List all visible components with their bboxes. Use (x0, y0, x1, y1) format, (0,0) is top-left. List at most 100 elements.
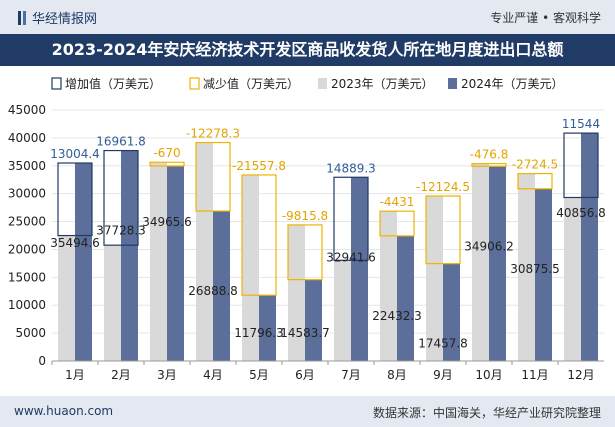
legend-swatch-2023 (318, 78, 327, 89)
decrease-bracket (241, 174, 277, 296)
value-label: 26888.8 (188, 284, 238, 298)
bar-2023 (472, 163, 489, 361)
bar-2024 (443, 263, 460, 361)
bar-2024 (167, 165, 184, 361)
bar-2023 (242, 174, 259, 361)
y-tick-label: 30000 (8, 187, 46, 201)
change-label: 16961.8 (96, 135, 146, 149)
data-labels: 13004.4 35494.6 16961.8 37728.3 -670 34965.6 -… (50, 117, 606, 351)
bar-2024 (489, 166, 506, 361)
value-label: 14583.7 (280, 326, 330, 340)
change-label: -476.8 (470, 148, 509, 162)
x-tick-label: 9月 (433, 368, 453, 382)
legend-label: 减少值（万美元） (203, 76, 299, 91)
legend-label: 增加值（万美元） (65, 76, 161, 91)
value-label: 37728.3 (96, 224, 146, 238)
x-tick-label: 2月 (111, 368, 131, 382)
increase-bracket (57, 162, 93, 237)
x-tick-label: 8月 (387, 368, 407, 382)
value-label: 22432.3 (372, 309, 422, 323)
bar-2023 (104, 245, 121, 361)
header-bar: 华经情报网 专业严谨 • 客观科学 (0, 0, 615, 34)
y-tick-label: 25000 (8, 215, 46, 229)
bar-2024 (535, 188, 552, 361)
x-tick-label: 6月 (295, 368, 315, 382)
change-label: -12124.5 (416, 180, 470, 194)
change-label: -9815.8 (282, 209, 328, 223)
x-tick-label: 3月 (157, 368, 177, 382)
change-label: -4431 (380, 195, 415, 209)
gridlines (52, 109, 604, 362)
bar-2024 (305, 279, 322, 361)
bar-2023 (380, 211, 397, 361)
y-tick-label: 20000 (8, 242, 46, 256)
bar-2024 (581, 133, 598, 361)
change-label: -12278.3 (186, 127, 240, 141)
bars (57, 132, 599, 361)
tagline: 专业严谨 • 客观科学 (490, 11, 601, 25)
value-label: 17457.8 (418, 337, 468, 351)
y-tick-label: 0 (38, 354, 46, 368)
y-tick-label: 35000 (8, 159, 46, 173)
brand-logo-icon (18, 10, 26, 25)
x-axis: 1月 2月 3月 4月 5月 6月 7月 8月 9月 10月 11月 12月 (51, 360, 604, 382)
bar-2023 (564, 197, 581, 361)
increase-bracket (563, 132, 599, 199)
x-tick-label: 12月 (567, 368, 594, 382)
y-tick-label: 40000 (8, 131, 46, 145)
bar-2023 (150, 162, 167, 361)
value-label: 32941.6 (326, 250, 376, 264)
change-label: -670 (153, 146, 180, 160)
x-tick-label: 5月 (249, 368, 269, 382)
footer-bar: www.huaon.com 数据来源：中国海关，华经产业研究院整理 (0, 396, 615, 427)
decrease-bracket (149, 161, 185, 167)
legend-label: 2023年（万美元） (331, 77, 434, 91)
decrease-bracket (425, 195, 461, 265)
brand: 华经情报网 (18, 8, 97, 27)
bar-2024 (213, 211, 230, 361)
bar-2023 (426, 195, 443, 361)
change-label: -2724.5 (512, 158, 558, 172)
bar-2024 (397, 235, 414, 361)
x-tick-label: 10月 (475, 368, 502, 382)
change-label: -21557.8 (232, 159, 286, 173)
y-tick-label: 5000 (15, 326, 46, 340)
bar-2024 (259, 295, 276, 361)
legend: 增加值（万美元） 减少值（万美元） 2023年（万美元） 2024年（万美元） (51, 76, 564, 91)
increase-bracket (333, 176, 369, 261)
legend-label: 2024年（万美元） (461, 77, 564, 91)
brand-name: 华经情报网 (32, 12, 98, 27)
bar-2023 (196, 142, 213, 361)
bar-2024 (121, 150, 138, 361)
decrease-bracket (471, 163, 507, 167)
change-label: 13004.4 (50, 147, 100, 161)
bar-2023 (518, 173, 535, 361)
increase-bracket (103, 149, 139, 246)
chart: 增加值（万美元） 减少值（万美元） 2023年（万美元） 2024年（万美元） 0 50… (8, 76, 606, 382)
legend-swatch-increase (51, 77, 62, 90)
chart-title: 2023-2024年安庆经济技术开发区商品收发货人所在地月度进出口总额 (0, 34, 615, 66)
site-url[interactable]: www.huaon.com (14, 404, 114, 418)
y-tick-label: 15000 (8, 270, 46, 284)
bar-2024 (75, 163, 92, 361)
bar-2023 (334, 260, 351, 361)
bar-2023 (288, 224, 305, 361)
x-tick-label: 11月 (521, 368, 548, 382)
decrease-bracket (287, 224, 323, 281)
change-label: 11544 (562, 117, 600, 131)
value-label: 30875.5 (510, 262, 560, 276)
decrease-bracket (379, 210, 415, 237)
data-source: 数据来源：中国海关，华经产业研究院整理 (372, 406, 601, 420)
bar-2024 (351, 177, 368, 361)
value-label: 11796.3 (234, 326, 284, 340)
x-tick-label: 7月 (341, 368, 361, 382)
legend-swatch-2024 (448, 78, 457, 89)
value-label: 40856.8 (556, 206, 606, 220)
decrease-bracket (517, 172, 553, 190)
y-tick-label: 45000 (8, 103, 46, 117)
x-tick-label: 1月 (65, 368, 85, 382)
decrease-bracket (195, 141, 231, 212)
y-axis: 0 5000 10000 15000 20000 25000 30000 35000 40000… (8, 103, 46, 368)
legend-swatch-decrease (189, 77, 200, 90)
y-tick-label: 10000 (8, 298, 46, 312)
